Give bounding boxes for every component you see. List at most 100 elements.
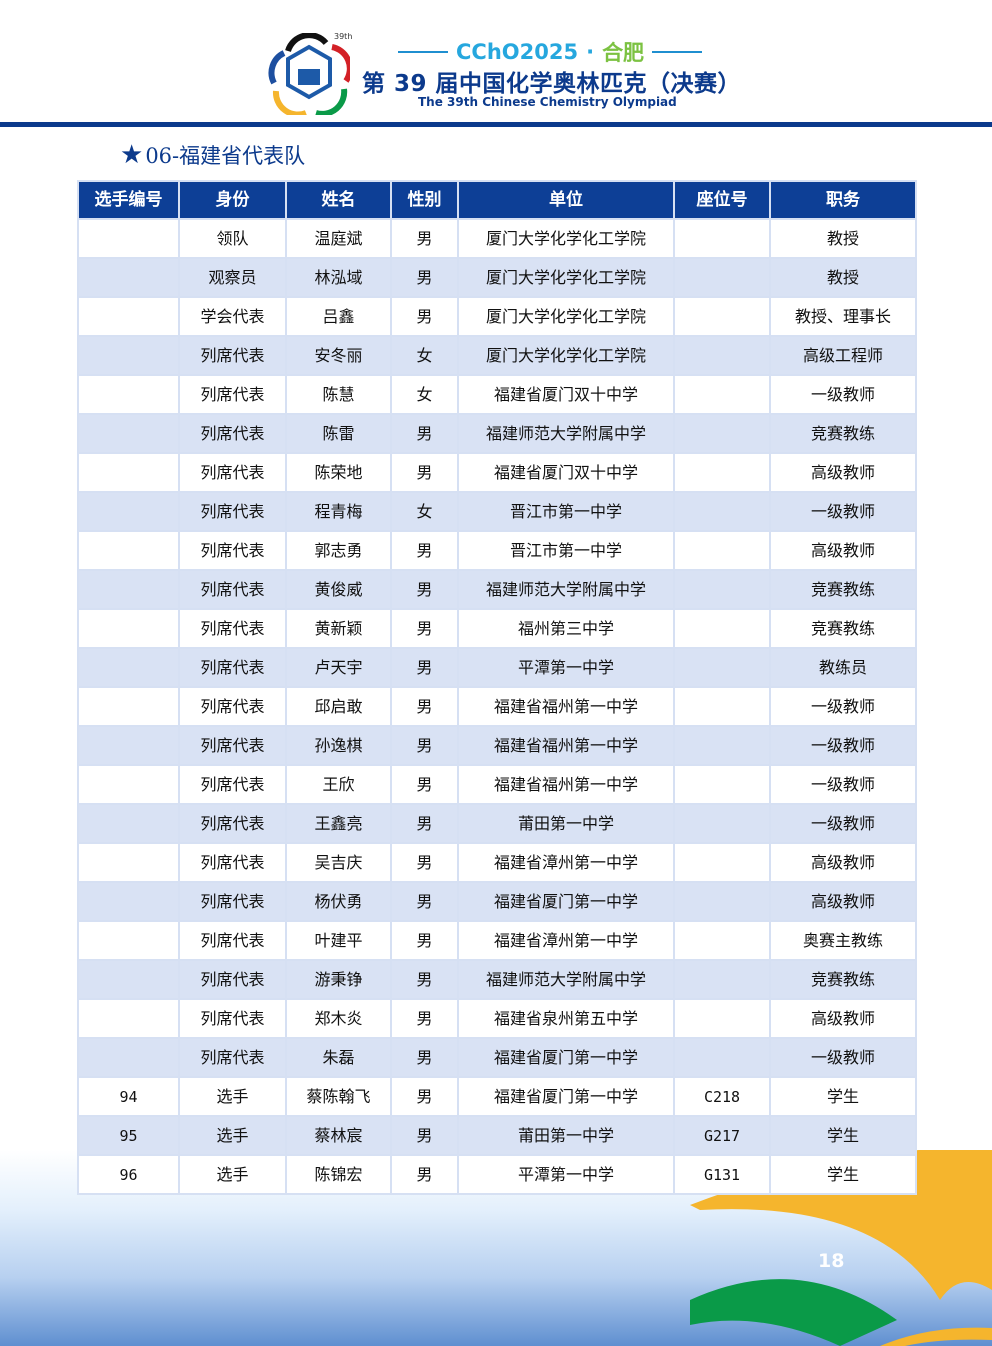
cell-seat-number: [673, 218, 771, 259]
cell-title: 一级教师: [769, 374, 917, 415]
cell-name: 陈慧: [285, 374, 392, 415]
cell-name: 游秉铮: [285, 959, 392, 1000]
cell-name: 安冬丽: [285, 335, 392, 376]
table-row: 列席代表 叶建平男福建省漳州第一中学 奥赛主教练: [77, 920, 917, 961]
column-header-name: 姓名: [285, 180, 392, 220]
table-row: 学会代表 吕鑫男厦门大学化学化工学院 教授、理事长: [77, 296, 917, 337]
table-row: 列席代表 吴吉庆男福建省漳州第一中学 高级教师: [77, 842, 917, 883]
table-row: 列席代表 郑木炎男福建省泉州第五中学 高级教师: [77, 998, 917, 1039]
cell-name: 王欣: [285, 764, 392, 805]
team-table: 选手编号 身份 姓名 性别 单位 座位号 职务 领队 温庭斌男厦门大学化学化工学院 教授 观察员林…: [77, 180, 917, 1195]
section-title: 06-福建省代表队: [145, 144, 306, 168]
cell-seat-number: [673, 491, 771, 532]
cell-gender: 男: [390, 530, 459, 571]
cell-title: 教授: [769, 257, 917, 298]
cell-contestant-number: [77, 959, 180, 1000]
table-row: 95 选手 蔡林宸男莆田第一中学 G217 学生: [77, 1115, 917, 1156]
column-header-title: 职务: [769, 180, 917, 220]
cell-seat-number: [673, 764, 771, 805]
cell-gender: 男: [390, 452, 459, 493]
cell-title: 学生: [769, 1115, 917, 1156]
cell-gender: 男: [390, 1076, 459, 1117]
green-arc: [690, 1279, 897, 1346]
cell-seat-number: [673, 998, 771, 1039]
table-row: 领队 温庭斌男厦门大学化学化工学院 教授: [77, 218, 917, 259]
cell-seat-number: [673, 686, 771, 727]
table-row: 观察员 林泓域男厦门大学化学化工学院 教授: [77, 257, 917, 298]
cell-role: 列席代表: [178, 335, 287, 376]
cell-seat-number: [673, 842, 771, 883]
table-row: 96 选手 陈锦宏男平潭第一中学 G131 学生: [77, 1154, 917, 1195]
cell-contestant-number: [77, 491, 180, 532]
cell-title: 学生: [769, 1076, 917, 1117]
cell-role: 学会代表: [178, 296, 287, 337]
cell-role: 列席代表: [178, 608, 287, 649]
table-row: 列席代表 程青梅女晋江市第一中学 一级教师: [77, 491, 917, 532]
cell-gender: 男: [390, 998, 459, 1039]
cell-name: 王鑫亮: [285, 803, 392, 844]
cell-gender: 男: [390, 920, 459, 961]
table-row: 列席代表 王鑫亮男莆田第一中学 一级教师: [77, 803, 917, 844]
cell-role: 列席代表: [178, 725, 287, 766]
cell-name: 邱启敢: [285, 686, 392, 727]
cell-contestant-number: [77, 725, 180, 766]
cell-contestant-number: [77, 764, 180, 805]
cell-role: 选手: [178, 1076, 287, 1117]
decor-line: [652, 51, 703, 53]
cell-contestant-number: [77, 881, 180, 922]
cell-contestant-number: [77, 647, 180, 688]
cell-title: 教授、理事长: [769, 296, 917, 337]
cell-contestant-number: [77, 218, 180, 259]
cell-gender: 男: [390, 647, 459, 688]
cell-title: 教练员: [769, 647, 917, 688]
cell-title: 一级教师: [769, 1037, 917, 1078]
cell-title: 一级教师: [769, 725, 917, 766]
edition-mark: 39th: [334, 32, 353, 41]
cell-gender: 男: [390, 1037, 459, 1078]
column-header-contestant-number: 选手编号: [77, 180, 180, 220]
cell-title: 高级教师: [769, 881, 917, 922]
cell-role: 列席代表: [178, 998, 287, 1039]
table-row: 列席代表 陈雷男福建师范大学附属中学 竞赛教练: [77, 413, 917, 454]
cell-contestant-number: [77, 803, 180, 844]
cell-gender: 女: [390, 491, 459, 532]
cell-institution: 晋江市第一中学: [457, 491, 675, 532]
page-number: 18: [818, 1250, 845, 1272]
cell-name: 吕鑫: [285, 296, 392, 337]
cell-gender: 女: [390, 335, 459, 376]
cell-contestant-number: [77, 335, 180, 376]
cell-seat-number: [673, 608, 771, 649]
cell-title: 竞赛教练: [769, 608, 917, 649]
cell-role: 列席代表: [178, 1037, 287, 1078]
table-row: 列席代表 黄俊威男福建师范大学附属中学 竞赛教练: [77, 569, 917, 610]
cell-role: 选手: [178, 1154, 287, 1195]
table-row: 列席代表 游秉铮男福建师范大学附属中学 竞赛教练: [77, 959, 917, 1000]
cell-institution: 福建省福州第一中学: [457, 686, 675, 727]
cell-gender: 男: [390, 296, 459, 337]
cell-name: 黄新颖: [285, 608, 392, 649]
cell-seat-number: [673, 959, 771, 1000]
cell-seat-number: [673, 413, 771, 454]
cell-seat-number: [673, 569, 771, 610]
cell-name: 卢天宇: [285, 647, 392, 688]
ccho-logo: [268, 33, 350, 115]
cell-gender: 男: [390, 1115, 459, 1156]
cell-name: 陈锦宏: [285, 1154, 392, 1195]
cell-role: 列席代表: [178, 530, 287, 571]
table-row: 列席代表 卢天宇男平潭第一中学 教练员: [77, 647, 917, 688]
cell-role: 列席代表: [178, 647, 287, 688]
cell-contestant-number: [77, 686, 180, 727]
cell-seat-number: [673, 452, 771, 493]
title-english: The 39th Chinese Chemistry Olympiad: [418, 95, 677, 109]
cell-gender: 男: [390, 608, 459, 649]
cell-contestant-number: [77, 920, 180, 961]
cell-name: 郑木炎: [285, 998, 392, 1039]
cell-institution: 厦门大学化学化工学院: [457, 257, 675, 298]
cell-institution: 平潭第一中学: [457, 1154, 675, 1195]
cell-title: 奥赛主教练: [769, 920, 917, 961]
star-icon: ★: [120, 140, 144, 170]
table-row: 列席代表 杨伏勇男福建省厦门第一中学 高级教师: [77, 881, 917, 922]
cell-role: 列席代表: [178, 491, 287, 532]
cell-title: 竞赛教练: [769, 959, 917, 1000]
cell-role: 列席代表: [178, 374, 287, 415]
